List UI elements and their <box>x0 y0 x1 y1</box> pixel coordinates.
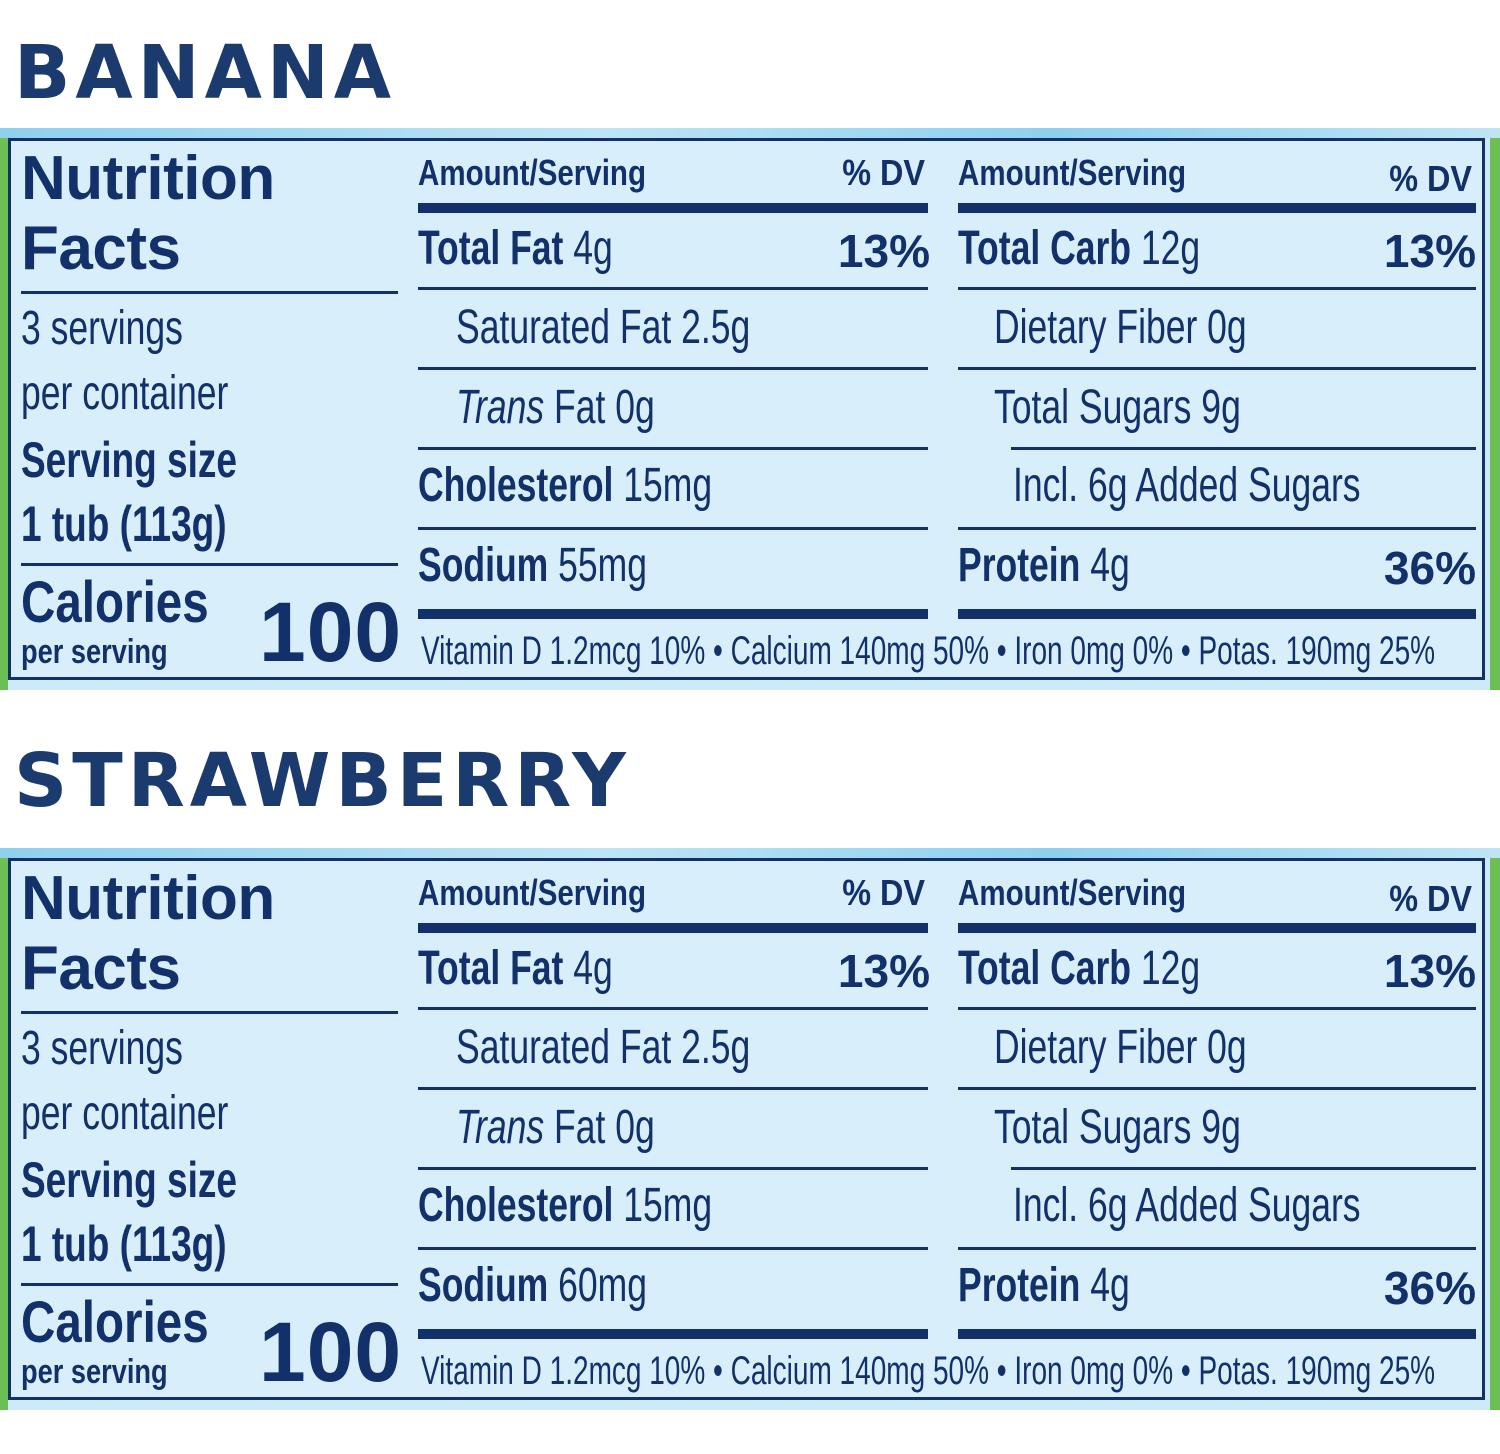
flavor-heading-banana: BANANA <box>14 30 397 116</box>
vitamins-minerals-line: Vitamin D 1.2mcg 10% • Calcium 140mg 50%… <box>421 1349 1436 1393</box>
amount-header: Amount/Serving <box>418 152 646 193</box>
saturated-fat-row: Saturated Fat 2.5g <box>456 301 751 354</box>
calories-per-serving: per serving <box>21 1353 168 1391</box>
divider <box>418 527 928 530</box>
divider <box>1011 447 1476 450</box>
dv-header: % DV <box>842 152 925 193</box>
amount-header: Amount/Serving <box>958 152 1186 193</box>
protein-row: Protein 4g <box>958 539 1130 592</box>
trans-fat-row: Trans Fat 0g <box>456 381 655 434</box>
divider <box>418 1167 928 1170</box>
total-sugars-row: Total Sugars 9g <box>994 1101 1241 1154</box>
dv-header: % DV <box>1389 878 1472 919</box>
servings-line2: per container <box>21 1087 229 1140</box>
total-carb-row: Total Carb 12g <box>958 222 1201 275</box>
total-fat-dv: 13% <box>837 225 930 277</box>
saturated-fat-row: Saturated Fat 2.5g <box>456 1021 751 1074</box>
nutrition-facts-label: Nutrition Facts 3 servings per container… <box>8 858 1485 1400</box>
dv-header: % DV <box>1389 158 1472 199</box>
total-sugars-row: Total Sugars 9g <box>994 381 1241 434</box>
nutrition-facts-label: Nutrition Facts 3 servings per container… <box>8 138 1485 680</box>
divider <box>21 563 398 566</box>
serving-size-value: 1 tub (113g) <box>21 1216 227 1272</box>
divider <box>418 1247 928 1250</box>
divider <box>418 1007 928 1010</box>
thick-rule <box>958 203 1476 213</box>
nf-title-line2: Facts <box>21 214 181 283</box>
sodium-row: Sodium 60mg <box>418 1259 647 1312</box>
dv-header: % DV <box>842 872 925 913</box>
nf-title-line2: Facts <box>21 934 181 1003</box>
flavor-heading-strawberry: STRAWBERRY <box>14 738 631 824</box>
thick-rule <box>418 203 928 213</box>
nf-title-line1: Nutrition <box>21 144 275 213</box>
divider <box>418 287 928 290</box>
divider <box>958 527 1476 530</box>
sodium-row: Sodium 55mg <box>418 539 647 592</box>
divider <box>958 1247 1476 1250</box>
amount-header: Amount/Serving <box>958 872 1186 913</box>
total-fat-row: Total Fat 4g <box>418 942 613 995</box>
serving-size-value: 1 tub (113g) <box>21 496 227 552</box>
total-carb-row: Total Carb 12g <box>958 942 1201 995</box>
divider <box>418 1087 928 1090</box>
divider <box>958 287 1476 290</box>
total-carb-dv: 13% <box>1383 945 1476 997</box>
thick-rule <box>958 923 1476 933</box>
total-fat-dv: 13% <box>837 945 930 997</box>
divider <box>958 1087 1476 1090</box>
trans-fat-row: Trans Fat 0g <box>456 1101 655 1154</box>
divider <box>958 1007 1476 1010</box>
calories-label: Calories <box>21 1290 209 1355</box>
thick-rule <box>418 609 928 619</box>
thick-rule <box>418 923 928 933</box>
servings-line1: 3 servings <box>21 1022 183 1075</box>
divider <box>418 367 928 370</box>
total-carb-dv: 13% <box>1383 225 1476 277</box>
calories-label: Calories <box>21 570 209 635</box>
serving-size-label: Serving size <box>21 432 237 488</box>
dietary-fiber-row: Dietary Fiber 0g <box>994 1021 1247 1074</box>
divider <box>21 1283 398 1286</box>
divider <box>1011 1167 1476 1170</box>
nutrition-panel-banana: Nutrition Facts 3 servings per container… <box>0 128 1500 690</box>
protein-dv: 36% <box>1383 542 1476 594</box>
divider <box>21 1011 398 1014</box>
calories-value: 100 <box>259 585 403 679</box>
thick-rule <box>958 1329 1476 1339</box>
cholesterol-row: Cholesterol 15mg <box>418 1179 713 1232</box>
added-sugars-row: Incl. 6g Added Sugars <box>1013 459 1361 512</box>
amount-header: Amount/Serving <box>418 872 646 913</box>
divider <box>21 291 398 294</box>
protein-row: Protein 4g <box>958 1259 1130 1312</box>
nf-title-line1: Nutrition <box>21 864 275 933</box>
calories-value: 100 <box>259 1305 403 1399</box>
added-sugars-row: Incl. 6g Added Sugars <box>1013 1179 1361 1232</box>
servings-line2: per container <box>21 367 229 420</box>
dietary-fiber-row: Dietary Fiber 0g <box>994 301 1247 354</box>
divider <box>958 367 1476 370</box>
protein-dv: 36% <box>1383 1262 1476 1314</box>
vitamins-minerals-line: Vitamin D 1.2mcg 10% • Calcium 140mg 50%… <box>421 629 1436 673</box>
serving-size-label: Serving size <box>21 1152 237 1208</box>
divider <box>418 447 928 450</box>
cholesterol-row: Cholesterol 15mg <box>418 459 713 512</box>
calories-per-serving: per serving <box>21 633 168 671</box>
nutrition-panel-strawberry: Nutrition Facts 3 servings per container… <box>0 848 1500 1410</box>
servings-line1: 3 servings <box>21 302 183 355</box>
total-fat-row: Total Fat 4g <box>418 222 613 275</box>
thick-rule <box>958 609 1476 619</box>
thick-rule <box>418 1329 928 1339</box>
